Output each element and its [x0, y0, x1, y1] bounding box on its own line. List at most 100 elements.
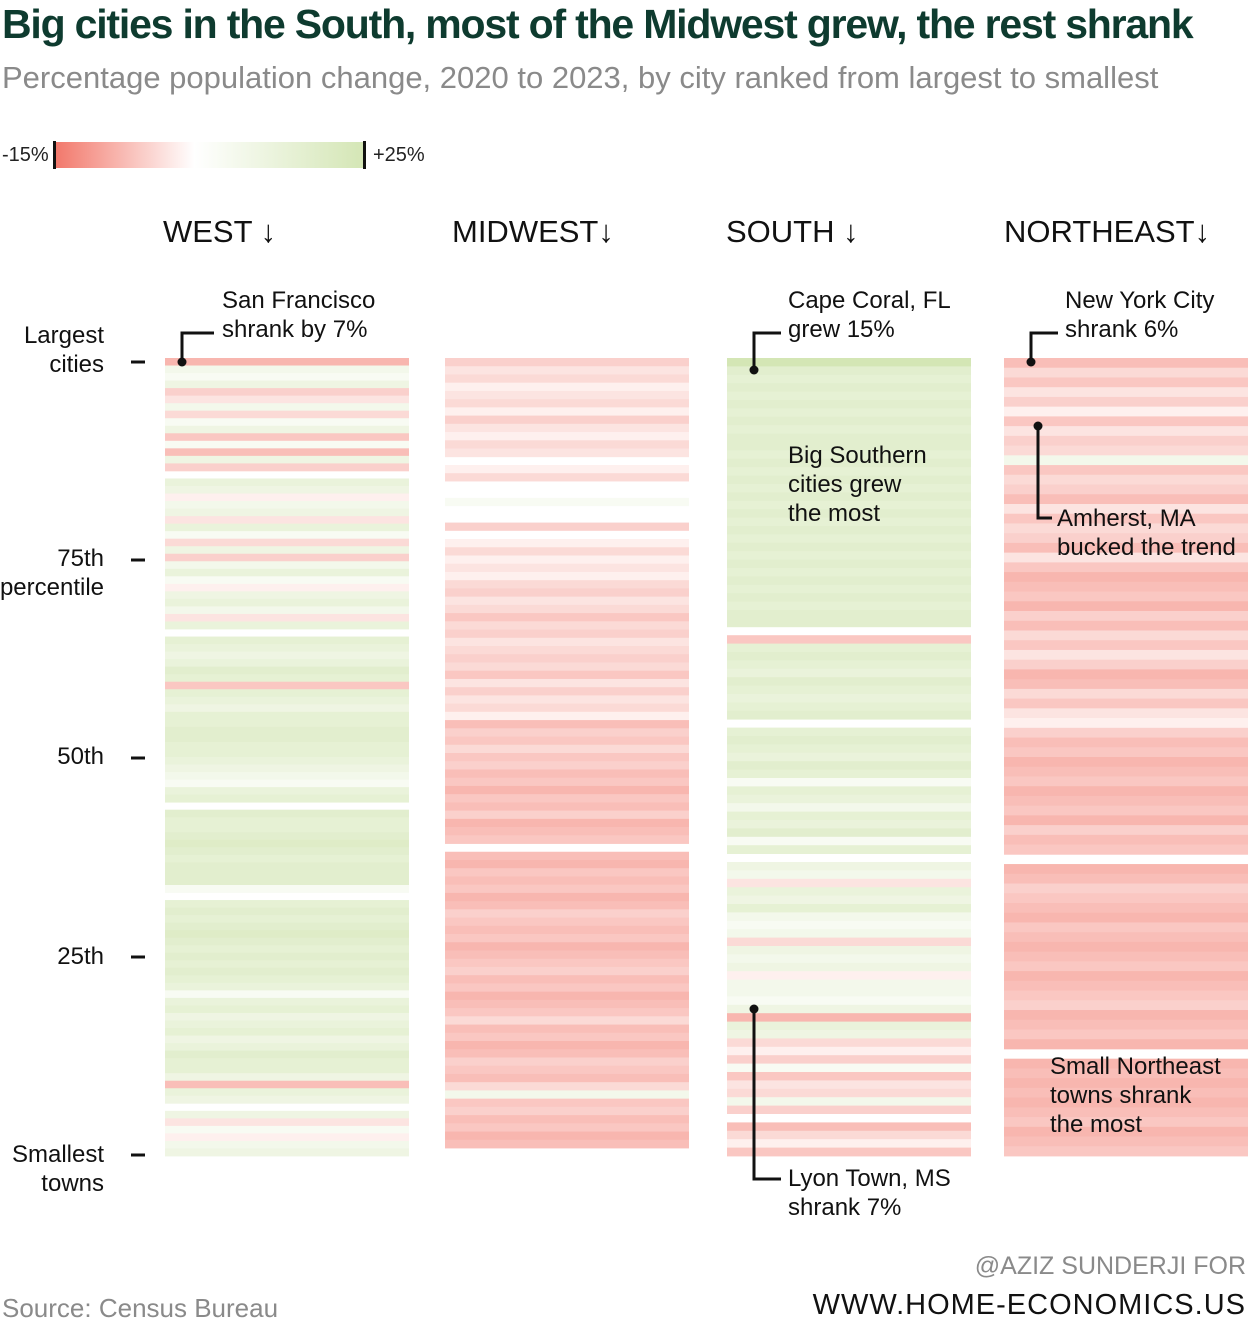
heatmap-cell [1004, 1117, 1248, 1128]
heatmap-cell [165, 598, 409, 607]
heatmap-cell [1004, 951, 1248, 962]
heatmap-cell [727, 542, 971, 552]
heatmap-cell [727, 946, 971, 955]
heatmap-cell [445, 448, 689, 458]
heatmap-cell [165, 485, 409, 494]
heatmap-cell [165, 764, 409, 773]
heatmap-cell [727, 618, 971, 628]
heatmap-cell [165, 546, 409, 555]
heatmap-cell [1004, 426, 1248, 437]
heatmap-cell [727, 988, 971, 997]
heatmap-cell [727, 442, 971, 451]
legend-min-label: -15% [2, 144, 49, 166]
heatmap-cell [445, 827, 689, 836]
heatmap-cell [1004, 630, 1248, 641]
heatmap-cell [727, 492, 971, 502]
heatmap-cell [1004, 912, 1248, 923]
heatmap-cell [165, 553, 409, 562]
heatmap-cell [445, 1106, 689, 1116]
heatmap-cell [165, 651, 409, 660]
heatmap-cell [165, 455, 409, 464]
header-south: SOUTH ↓ [726, 214, 859, 249]
heatmap-cell [727, 593, 971, 602]
heatmap-cell [1004, 581, 1248, 592]
heatmap-cell [165, 952, 409, 961]
heatmap-cell [1004, 834, 1248, 845]
heatmap-cell [727, 484, 971, 493]
heatmap-cell [1004, 367, 1248, 378]
heatmap-cell [1004, 757, 1248, 768]
heatmap-cell [165, 1110, 409, 1119]
heatmap-cell [445, 1041, 689, 1050]
heatmap-cell [165, 425, 409, 434]
heatmap-cell [445, 909, 689, 918]
heatmap-cell [445, 1098, 689, 1108]
heatmap-cell [727, 778, 971, 787]
heatmap-cell [445, 374, 689, 384]
heatmap-cell [1004, 1068, 1248, 1079]
heatmap-cell [445, 835, 689, 844]
heatmap-cell [727, 828, 971, 838]
credit-line-1: @AZIZ SUNDERJI FOR [974, 1252, 1246, 1280]
column-south [727, 358, 971, 1157]
heatmap-cell [165, 696, 409, 705]
heatmap-cell [165, 757, 409, 765]
heatmap-cell [1004, 1039, 1248, 1050]
heatmap-cell [445, 975, 689, 984]
heatmap-cell [165, 561, 409, 570]
heatmap-cell [445, 687, 689, 696]
y-axis-tick [131, 1153, 145, 1157]
heatmap-cell [445, 1032, 689, 1042]
cape-coral-marker-dot [749, 365, 759, 375]
heatmap-cell [727, 467, 971, 476]
heatmap-cell [445, 415, 689, 425]
y-axis-tick [131, 955, 145, 959]
heatmap-cell [445, 423, 689, 433]
heatmap-cell [165, 922, 409, 931]
heatmap-cell [727, 836, 971, 846]
heatmap-cell [445, 473, 689, 482]
heatmap-cell [445, 1057, 689, 1067]
heatmap-cell [445, 1049, 689, 1058]
heatmap-cell [165, 937, 409, 946]
heatmap-cell [727, 794, 971, 804]
heatmap-cell [165, 659, 409, 668]
heatmap-cell [727, 862, 971, 871]
heatmap-cell [1004, 679, 1248, 690]
heatmap-cell [165, 591, 409, 600]
heatmap-cell [445, 580, 689, 589]
heatmap-cell [165, 1080, 409, 1089]
heatmap-cell [445, 678, 689, 688]
heatmap-cell [165, 1088, 409, 1097]
heatmap-cell [1004, 406, 1248, 417]
heatmap-cell [445, 991, 689, 1001]
heatmap-cell [1004, 1058, 1248, 1069]
heatmap-cell [727, 475, 971, 485]
heatmap-cell [165, 448, 409, 457]
heatmap-cell [165, 726, 409, 735]
heatmap-cell [1004, 659, 1248, 670]
heatmap-cell [445, 440, 689, 449]
heatmap-cell [1004, 971, 1248, 982]
heatmap-cell [445, 695, 689, 705]
cape-coral-leader-line [752, 331, 781, 370]
heatmap-cell [727, 727, 971, 737]
heatmap-cell [165, 493, 409, 502]
heatmap-cell [165, 373, 409, 381]
legend-color-bar [55, 142, 365, 168]
heatmap-cell [727, 769, 971, 779]
heatmap-cell [445, 530, 689, 540]
heatmap-cell [165, 666, 409, 675]
heatmap-cell [727, 694, 971, 703]
column-midwest [445, 358, 689, 1149]
heatmap-cell [1004, 591, 1248, 602]
heatmap-cell [1004, 601, 1248, 612]
heatmap-cell [165, 990, 409, 999]
heatmap-cell [1004, 893, 1248, 904]
heatmap-cell [165, 403, 409, 412]
heatmap-cell [445, 596, 689, 606]
heatmap-cell [165, 809, 409, 818]
heatmap-cell [165, 1020, 409, 1029]
heatmap-cell [727, 383, 971, 392]
